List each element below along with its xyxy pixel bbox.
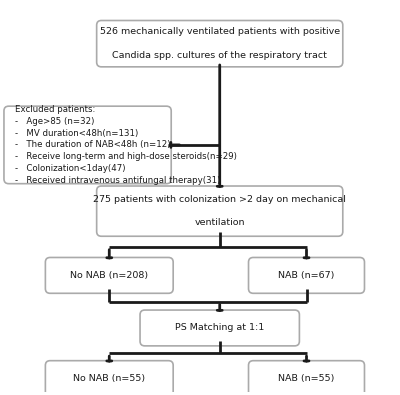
FancyBboxPatch shape: [97, 186, 343, 236]
FancyBboxPatch shape: [45, 361, 173, 395]
Text: NAB (n=55): NAB (n=55): [278, 374, 335, 383]
Text: No NAB (n=208): No NAB (n=208): [70, 271, 148, 280]
FancyBboxPatch shape: [97, 21, 343, 67]
Text: 526 mechanically ventilated patients with positive

Candida spp. cultures of the: 526 mechanically ventilated patients wit…: [100, 27, 340, 60]
Text: 275 patients with colonization >2 day on mechanical

ventilation: 275 patients with colonization >2 day on…: [93, 195, 346, 228]
Text: PS Matching at 1:1: PS Matching at 1:1: [175, 324, 264, 333]
FancyBboxPatch shape: [45, 258, 173, 293]
Text: NAB (n=67): NAB (n=67): [278, 271, 335, 280]
FancyBboxPatch shape: [248, 361, 364, 395]
FancyBboxPatch shape: [248, 258, 364, 293]
FancyBboxPatch shape: [140, 310, 299, 346]
Text: Excluded patients:
-   Age>85 (n=32)
-   MV duration<48h(n=131)
-   The duration: Excluded patients: - Age>85 (n=32) - MV …: [15, 105, 236, 185]
FancyBboxPatch shape: [4, 106, 171, 184]
Text: No NAB (n=55): No NAB (n=55): [73, 374, 145, 383]
